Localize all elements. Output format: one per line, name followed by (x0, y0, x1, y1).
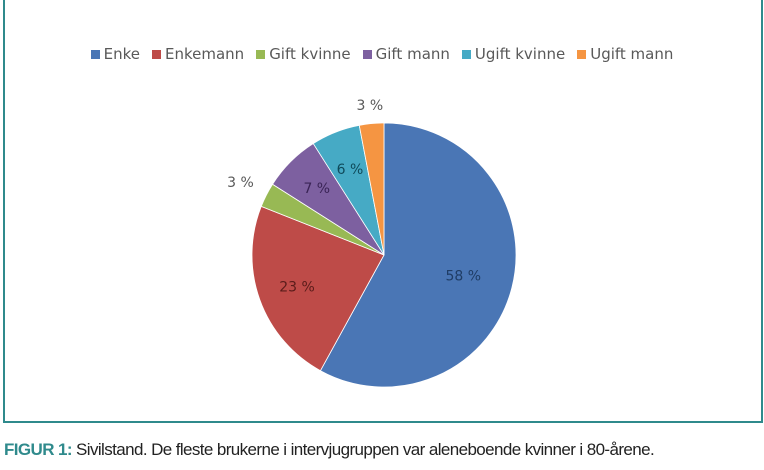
pie-data-label: 6 % (337, 162, 364, 178)
chart-legend: Enke Enkemann Gift kvinne Gift mann Ugif… (0, 45, 764, 63)
figure-frame (3, 0, 763, 423)
legend-swatch-icon (152, 49, 161, 59)
legend-item-ugift-mann: Ugift mann (577, 45, 673, 63)
pie-data-label: 7 % (303, 181, 330, 197)
legend-swatch-icon (461, 49, 471, 59)
legend-item-gift-mann: Gift mann (362, 45, 450, 63)
pie-slice-enkemann (251, 205, 385, 372)
legend-item-enkemann: Enkemann (152, 45, 244, 63)
legend-label: Ugift mann (590, 45, 674, 63)
pie-data-label: 58 % (445, 268, 481, 284)
legend-label: Gift kvinne (269, 45, 351, 63)
caption-label: FIGUR 1: (4, 440, 73, 459)
pie-data-label: 23 % (279, 279, 315, 295)
pie-data-label: 3 % (227, 175, 254, 191)
figure-caption: FIGUR 1: Sivilstand. De fleste brukerne … (4, 440, 655, 460)
pie-chart: 58 % 23 % 3 % 7 % 6 % 3 % (227, 98, 517, 388)
legend-swatch-icon (90, 49, 100, 59)
legend-swatch-icon (362, 49, 372, 59)
legend-item-ugift-kvinne: Ugift kvinne (461, 45, 566, 63)
caption-text: Sivilstand. De fleste brukerne i intervj… (71, 440, 655, 459)
pie-slice-enke (319, 122, 517, 388)
legend-label: Enke (103, 45, 140, 63)
legend-swatch-icon (256, 49, 266, 59)
pie-slice-ugift-mann (358, 122, 385, 256)
legend-item-enke: Enke (90, 45, 140, 63)
legend-label: Enkemann (165, 45, 245, 63)
legend-label: Ugift kvinne (474, 45, 566, 63)
legend-swatch-icon (577, 49, 587, 59)
legend-item-gift-kvinne: Gift kvinne (256, 45, 351, 63)
pie-data-label: 3 % (357, 98, 384, 114)
legend-label: Gift mann (375, 45, 450, 63)
